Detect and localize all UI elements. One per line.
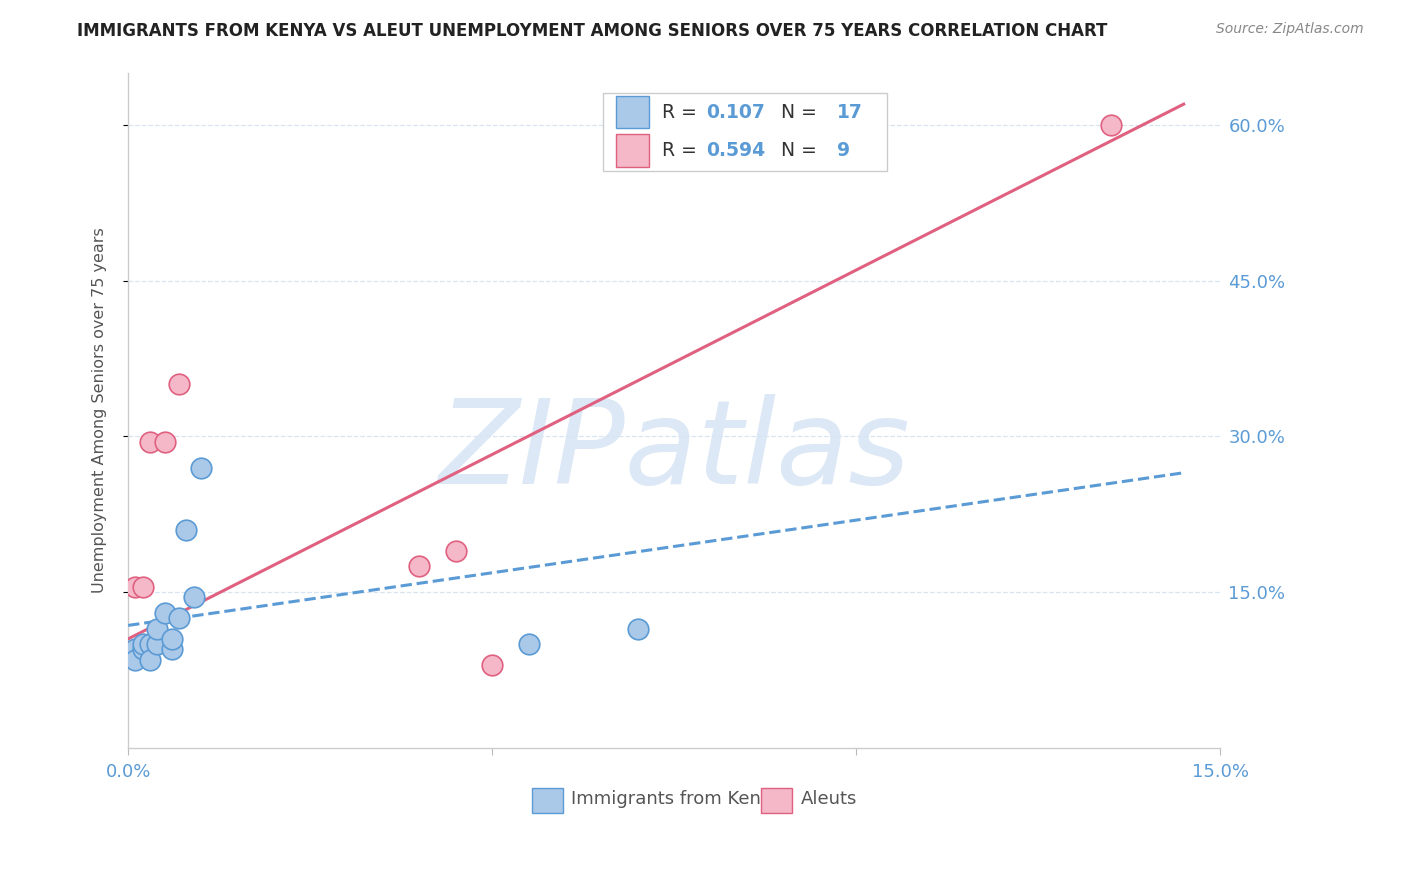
Text: Source: ZipAtlas.com: Source: ZipAtlas.com bbox=[1216, 22, 1364, 37]
Point bbox=[153, 434, 176, 449]
Point bbox=[132, 642, 155, 657]
Point bbox=[139, 637, 162, 651]
Point bbox=[139, 653, 162, 667]
Text: 9: 9 bbox=[837, 141, 851, 160]
Text: N =: N = bbox=[769, 141, 823, 160]
Point bbox=[153, 606, 176, 620]
Point bbox=[517, 637, 540, 651]
Point bbox=[627, 622, 650, 636]
Point bbox=[146, 637, 169, 651]
Text: 17: 17 bbox=[837, 103, 863, 121]
Point bbox=[132, 637, 155, 651]
Point bbox=[481, 657, 503, 672]
FancyBboxPatch shape bbox=[762, 788, 792, 814]
Text: ZIPatlas: ZIPatlas bbox=[439, 394, 910, 508]
FancyBboxPatch shape bbox=[616, 96, 650, 128]
Text: IMMIGRANTS FROM KENYA VS ALEUT UNEMPLOYMENT AMONG SENIORS OVER 75 YEARS CORRELAT: IMMIGRANTS FROM KENYA VS ALEUT UNEMPLOYM… bbox=[77, 22, 1108, 40]
Point bbox=[160, 632, 183, 646]
Text: 0.107: 0.107 bbox=[706, 103, 765, 121]
Point bbox=[408, 559, 430, 574]
Point bbox=[160, 642, 183, 657]
Point bbox=[146, 622, 169, 636]
FancyBboxPatch shape bbox=[603, 94, 887, 171]
Point bbox=[183, 591, 205, 605]
FancyBboxPatch shape bbox=[533, 788, 562, 814]
Text: N =: N = bbox=[769, 103, 823, 121]
Point bbox=[190, 460, 212, 475]
Point bbox=[1099, 118, 1122, 132]
Point bbox=[124, 642, 146, 657]
Point bbox=[124, 653, 146, 667]
Point bbox=[444, 543, 467, 558]
Point bbox=[167, 377, 190, 392]
Text: 0.594: 0.594 bbox=[706, 141, 765, 160]
Point bbox=[176, 523, 198, 537]
Point bbox=[124, 580, 146, 594]
Point bbox=[139, 434, 162, 449]
Text: Immigrants from Kenya: Immigrants from Kenya bbox=[571, 789, 783, 807]
Point bbox=[132, 580, 155, 594]
Point bbox=[167, 611, 190, 625]
Text: Aleuts: Aleuts bbox=[801, 789, 858, 807]
FancyBboxPatch shape bbox=[616, 135, 650, 167]
Y-axis label: Unemployment Among Seniors over 75 years: Unemployment Among Seniors over 75 years bbox=[93, 227, 107, 593]
Text: R =: R = bbox=[662, 103, 703, 121]
Text: R =: R = bbox=[662, 141, 703, 160]
